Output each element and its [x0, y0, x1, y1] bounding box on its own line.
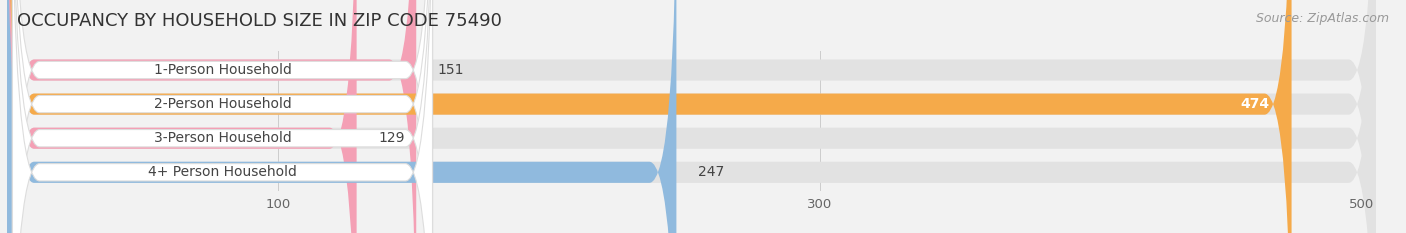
FancyBboxPatch shape	[13, 0, 433, 233]
Text: 2-Person Household: 2-Person Household	[153, 97, 291, 111]
Text: 4+ Person Household: 4+ Person Household	[148, 165, 297, 179]
FancyBboxPatch shape	[7, 0, 1375, 233]
Text: Source: ZipAtlas.com: Source: ZipAtlas.com	[1256, 12, 1389, 25]
Text: 247: 247	[697, 165, 724, 179]
FancyBboxPatch shape	[7, 0, 1375, 233]
Text: OCCUPANCY BY HOUSEHOLD SIZE IN ZIP CODE 75490: OCCUPANCY BY HOUSEHOLD SIZE IN ZIP CODE …	[17, 12, 502, 30]
FancyBboxPatch shape	[7, 0, 1375, 233]
Text: 129: 129	[378, 131, 405, 145]
FancyBboxPatch shape	[7, 0, 1375, 233]
FancyBboxPatch shape	[13, 0, 433, 233]
FancyBboxPatch shape	[7, 0, 357, 233]
FancyBboxPatch shape	[13, 0, 433, 233]
Text: 3-Person Household: 3-Person Household	[153, 131, 291, 145]
Text: 1-Person Household: 1-Person Household	[153, 63, 291, 77]
Text: 151: 151	[437, 63, 464, 77]
FancyBboxPatch shape	[7, 0, 676, 233]
FancyBboxPatch shape	[13, 0, 433, 233]
Text: 474: 474	[1240, 97, 1270, 111]
FancyBboxPatch shape	[7, 0, 1292, 233]
FancyBboxPatch shape	[7, 0, 416, 233]
